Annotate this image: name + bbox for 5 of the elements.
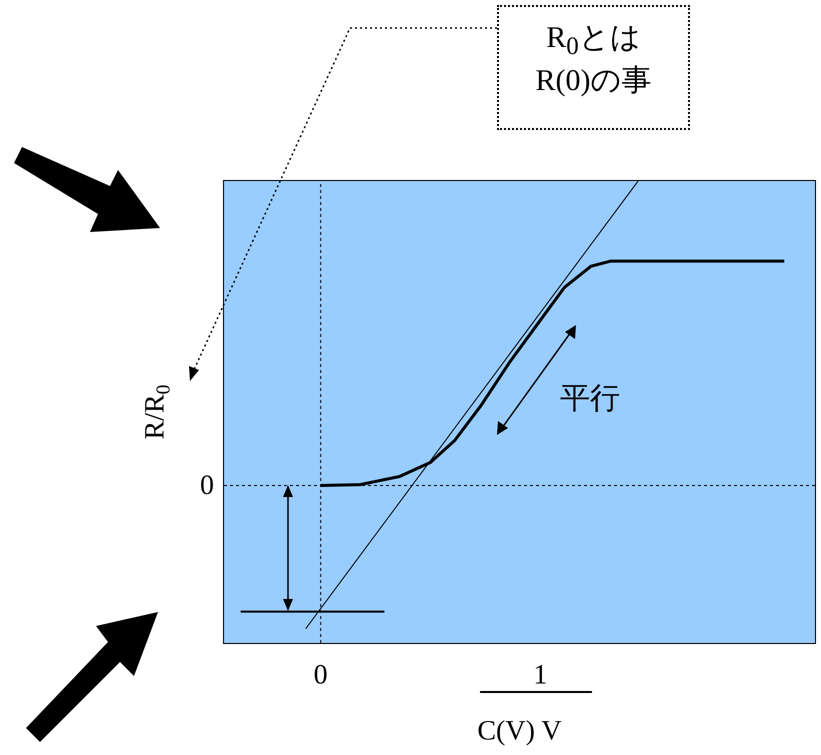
x-tick-label: 1	[533, 660, 548, 691]
x-axis-title: C(V) V	[477, 716, 562, 747]
text: R$_{0}$とは R(0)の事	[497, 5, 690, 130]
annotation: 平行	[559, 380, 621, 418]
ref-line-label: 0	[200, 470, 214, 501]
